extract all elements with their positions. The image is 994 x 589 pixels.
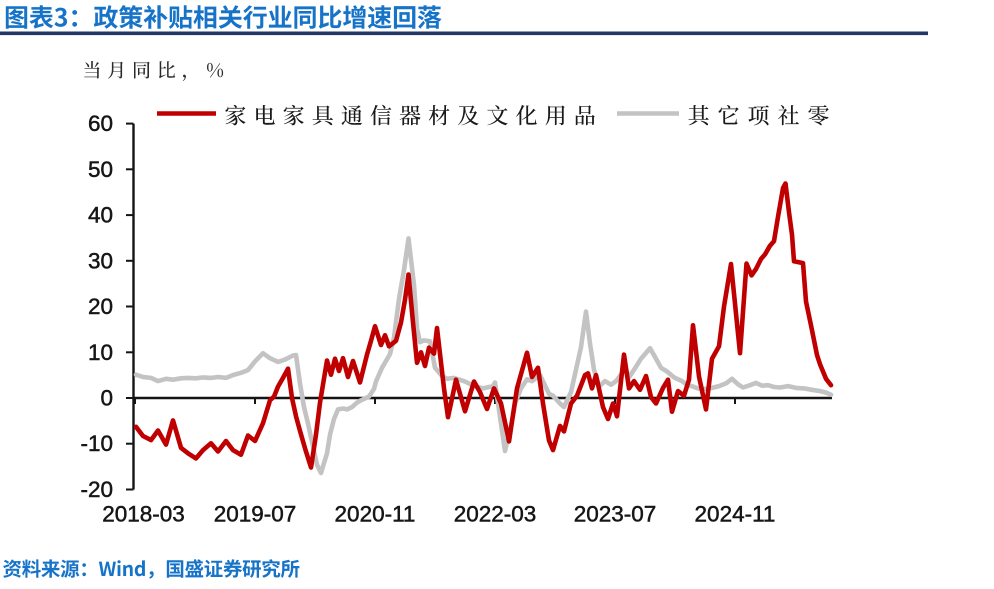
svg-text:10: 10 (88, 340, 113, 365)
svg-text:2022-03: 2022-03 (454, 502, 537, 527)
svg-text:60: 60 (88, 111, 113, 136)
svg-text:2019-07: 2019-07 (214, 502, 297, 527)
svg-text:20: 20 (88, 294, 113, 319)
svg-text:2024-11: 2024-11 (695, 502, 776, 527)
svg-text:2018-03: 2018-03 (102, 502, 185, 527)
svg-text:50: 50 (88, 157, 113, 182)
svg-text:40: 40 (88, 203, 113, 228)
svg-text:2023-07: 2023-07 (574, 502, 657, 527)
svg-text:2020-11: 2020-11 (335, 502, 416, 527)
svg-text:0: 0 (100, 386, 113, 411)
svg-text:-20: -20 (80, 477, 113, 502)
svg-text:30: 30 (88, 248, 113, 273)
svg-text:-10: -10 (80, 431, 113, 456)
